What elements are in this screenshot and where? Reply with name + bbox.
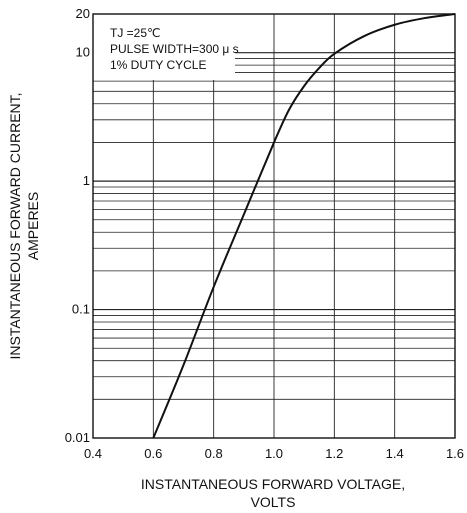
y-axis-title-line-1: INSTANTANEOUS FORWARD CURRENT, [7, 92, 23, 359]
y-tick-label: 1 [83, 173, 90, 188]
x-tick-label: 1.4 [386, 446, 404, 461]
x-axis-title-line-1: INSTANTANEOUS FORWARD VOLTAGE, [141, 476, 405, 492]
y-tick-label: 10 [76, 45, 90, 60]
plot-frame [92, 13, 456, 439]
annotation-junction-temp: TJ =25℃ [110, 26, 161, 40]
annotation-box: TJ =25℃ PULSE WIDTH=300 μ s 1% DUTY CYCL… [93, 14, 239, 80]
x-tick-label: 0.4 [84, 446, 102, 461]
y-axis-title-line-2: AMPERES [25, 192, 41, 260]
x-tick-label: 1.0 [265, 446, 283, 461]
x-tick-label: 1.2 [325, 446, 343, 461]
x-tick-label: 0.8 [205, 446, 223, 461]
series-line [152, 13, 456, 439]
y-tick-label: 20 [76, 6, 90, 21]
x-axis-title-line-2: VOLTS [251, 494, 296, 510]
grid [93, 14, 455, 438]
series-layer [152, 13, 456, 439]
annotation-pulse-width: PULSE WIDTH=300 μ s [110, 42, 239, 56]
y-tick-label: 0.01 [65, 430, 90, 445]
annotation-duty-cycle: 1% DUTY CYCLE [110, 58, 206, 72]
annotation-background [93, 14, 235, 80]
x-tick-label: 1.6 [446, 446, 464, 461]
y-tick-label: 0.1 [72, 302, 90, 317]
x-tick-label: 0.6 [144, 446, 162, 461]
tick-labels: 0.4 0.6 0.8 1.0 1.2 1.4 1.6 0.01 0.1 1 10 20 [65, 6, 464, 461]
